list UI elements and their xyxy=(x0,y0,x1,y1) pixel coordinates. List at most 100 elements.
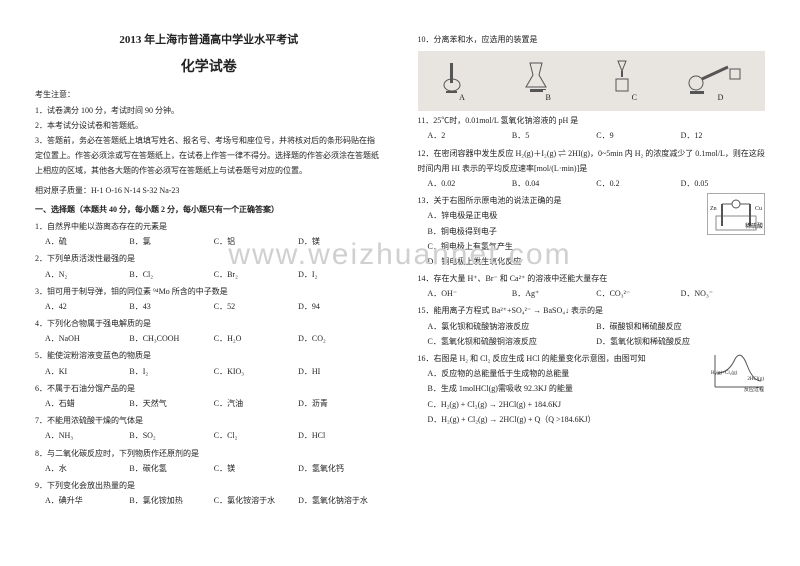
q12-opt-b: B．0.04 xyxy=(512,176,596,191)
note-1: 1．试卷满分 100 分，考试时间 90 分钟。 xyxy=(35,103,383,118)
q15-opt-b: B．碳酸钡和稀硫酸反应 xyxy=(596,319,765,334)
q3-stem: 3．钼可用于制导弹，钼的同位素 ⁹⁴Mo 所含的中子数是 xyxy=(35,284,383,299)
q8-stem: 8．与二氧化碳反应时，下列物质作还原剂的是 xyxy=(35,446,383,461)
q9-opt-a: A．碘升华 xyxy=(45,493,129,508)
note-3: 3．答题前，务必在答题纸上填填写姓名、报名号、考场号和座位号，并将核对后的条形码… xyxy=(35,133,383,179)
q5-opt-c: C．KIO₃ xyxy=(214,364,298,379)
q13-fig-zn: Zn xyxy=(710,204,717,215)
q4-opt-c: C．H₂O xyxy=(214,331,298,346)
q10-label-a: A xyxy=(457,90,467,105)
q2-stem: 2．下列单质活泼性最强的是 xyxy=(35,251,383,266)
q14-opts: A．OH⁻ B．Ag⁺ C．CO₃²⁻ D．NO₃⁻ xyxy=(418,286,766,301)
q16-fig-right: 2HCl(g) xyxy=(747,375,764,385)
q2-opt-b: B．Cl₂ xyxy=(129,267,213,282)
q13-fig-cu: Cu xyxy=(755,204,762,215)
q3-opt-b: B．43 xyxy=(129,299,213,314)
q1-opt-b: B．氯 xyxy=(129,234,213,249)
q10-diagram-a: A xyxy=(426,57,499,105)
q14-stem: 14．存在大量 H⁺、Br⁻ 和 Ca²⁺ 的溶液中还能大量存在 xyxy=(418,271,766,286)
q5-opt-a: A．KI xyxy=(45,364,129,379)
q4-stem: 4．下列化合物属于强电解质的是 xyxy=(35,316,383,331)
q13-block: Zn Cu 稀硫酸 13．关于右图所示原电池的说法正确的是 A．锌电极是正电极 … xyxy=(418,193,766,269)
q7-opt-a: A．NH₃ xyxy=(45,428,129,443)
title-line1: 2013 年上海市普通高中学业水平考试 xyxy=(35,30,383,51)
q6-stem: 6．不属于石油分馏产品的是 xyxy=(35,381,383,396)
q3-opt-d: D．94 xyxy=(298,299,382,314)
q10-label-c: C xyxy=(630,90,639,105)
q2-opt-c: C．Br₂ xyxy=(214,267,298,282)
q10-stem: 10．分离苯和水，应选用的装置是 xyxy=(418,32,766,47)
q16-fig-x: 反应过程 xyxy=(744,386,764,396)
q14-opt-c: C．CO₃²⁻ xyxy=(596,286,680,301)
apparatus-a-icon xyxy=(426,57,486,99)
q1-opts: A．硫 B．氯 C．铝 D．镁 xyxy=(35,234,383,249)
q4-opt-b: B．CH₃COOH xyxy=(129,331,213,346)
q15-stem: 15．能用离子方程式 Ba²⁺+SO₄²⁻ → BaSO₄↓ 表示的是 xyxy=(418,303,766,318)
q4-opt-d: D．CO₂ xyxy=(298,331,382,346)
q7-stem: 7．不能用浓硫酸干燥的气体是 xyxy=(35,413,383,428)
q11-opts: A．2 B．5 C．9 D．12 xyxy=(418,128,766,143)
q8-opts: A．水 B．碳化氢 C．镁 D．氢氧化钙 xyxy=(35,461,383,476)
q15-opt-a: A．氯化钡和硫酸钠溶液反应 xyxy=(428,319,597,334)
q15-opts: A．氯化钡和硫酸钠溶液反应 B．碳酸钡和稀硫酸反应 C．氢氧化钡和硫酸铜溶液反应… xyxy=(418,319,766,349)
q11-opt-a: A．2 xyxy=(428,128,512,143)
q1-opt-a: A．硫 xyxy=(45,234,129,249)
q5-stem: 5．能使淀粉溶液变蓝色的物质是 xyxy=(35,348,383,363)
q5-opt-b: B．I₂ xyxy=(129,364,213,379)
q3-opt-c: C．52 xyxy=(214,299,298,314)
right-column: 10．分离苯和水，应选用的装置是 A B C D xyxy=(418,30,766,546)
q7-opt-c: C．Cl₂ xyxy=(214,428,298,443)
q15-opt-d: D．氢氧化钡和稀硫酸反应 xyxy=(596,334,765,349)
notice-label: 考生注意： xyxy=(35,87,383,102)
q10-diagram-d: D xyxy=(684,57,757,105)
q14-opt-a: A．OH⁻ xyxy=(428,286,512,301)
q11-opt-b: B．5 xyxy=(512,128,596,143)
q11-opt-d: D．12 xyxy=(681,128,765,143)
q12-stem: 12．在密闭容器中发生反应 H₂(g)＋I₂(g) ⇌ 2HI(g)，0~5mi… xyxy=(418,146,766,176)
q3-opts: A．42 B．43 C．52 D．94 xyxy=(35,299,383,314)
exam-page: www.weizhuannet.com 2013 年上海市普通高中学业水平考试 … xyxy=(0,0,800,566)
q13-opt-d: D．铜电极上发生氧化反应 xyxy=(428,254,766,269)
note-2: 2．本考试分设试卷和答题纸。 xyxy=(35,118,383,133)
q6-opt-d: D．沥青 xyxy=(298,396,382,411)
q5-opt-d: D．HI xyxy=(298,364,382,379)
q1-stem: 1．自然界中能以游离态存在的元素是 xyxy=(35,219,383,234)
apparatus-b-icon xyxy=(512,57,572,99)
q11-opt-c: C．9 xyxy=(596,128,680,143)
q12-opts: A．0.02 B．0.04 C．0.2 D．0.05 xyxy=(418,176,766,191)
q16-opt-d: D．H₂(g) + Cl₂(g) → 2HCl(g) + Q（Q >184.6K… xyxy=(428,412,766,427)
q13-figure: Zn Cu 稀硫酸 xyxy=(707,193,765,235)
q8-opt-c: C．镁 xyxy=(214,461,298,476)
q13-opt-c: C．铜电极上有氢气产生 xyxy=(428,239,766,254)
q16-figure: H₂(g)+Cl₂(g) 2HCl(g) 反应过程 xyxy=(709,351,765,393)
part1-heading: 一、选择题（本题共 40 分，每小题 2 分，每小题只有一个正确答案） xyxy=(35,202,383,217)
q10-diagram-c: C xyxy=(598,57,671,105)
q9-opt-b: B．氯化铵加热 xyxy=(129,493,213,508)
q4-opts: A．NaOH B．CH₃COOH C．H₂O D．CO₂ xyxy=(35,331,383,346)
q3-opt-a: A．42 xyxy=(45,299,129,314)
q2-opts: A．N₂ B．Cl₂ C．Br₂ D．I₂ xyxy=(35,267,383,282)
relative-mass: 相对原子质量：H-1 O-16 N-14 S-32 Na-23 xyxy=(35,183,383,198)
q6-opt-b: B．天然气 xyxy=(129,396,213,411)
q5-opts: A．KI B．I₂ C．KIO₃ D．HI xyxy=(35,364,383,379)
q14-opt-d: D．NO₃⁻ xyxy=(681,286,765,301)
left-column: 2013 年上海市普通高中学业水平考试 化学试卷 考生注意： 1．试卷满分 10… xyxy=(35,30,383,546)
q16-block: H₂(g)+Cl₂(g) 2HCl(g) 反应过程 16．右图是 H₂ 和 Cl… xyxy=(418,351,766,427)
q1-opt-d: D．镁 xyxy=(298,234,382,249)
q13-fig-acid: 稀硫酸 xyxy=(745,222,763,233)
apparatus-c-icon xyxy=(598,57,658,99)
title-line2: 化学试卷 xyxy=(35,55,383,82)
q9-opt-c: C．氯化铵溶于水 xyxy=(214,493,298,508)
q10-label-b: B xyxy=(543,90,552,105)
q6-opt-a: A．石蜡 xyxy=(45,396,129,411)
q10-diagrams: A B C D xyxy=(418,51,766,111)
q6-opt-c: C．汽油 xyxy=(214,396,298,411)
q1-opt-c: C．铝 xyxy=(214,234,298,249)
q8-opt-a: A．水 xyxy=(45,461,129,476)
q9-opt-d: D．氢氧化钠溶于水 xyxy=(298,493,382,508)
q10-diagram-b: B xyxy=(512,57,585,105)
two-column-layout: 2013 年上海市普通高中学业水平考试 化学试卷 考生注意： 1．试卷满分 10… xyxy=(0,0,800,566)
q12-opt-a: A．0.02 xyxy=(428,176,512,191)
q16-opt-c: C．H₂(g) + Cl₂(g) → 2HCl(g) + 184.6KJ xyxy=(428,397,766,412)
q15-opt-c: C．氢氧化钡和硫酸铜溶液反应 xyxy=(428,334,597,349)
